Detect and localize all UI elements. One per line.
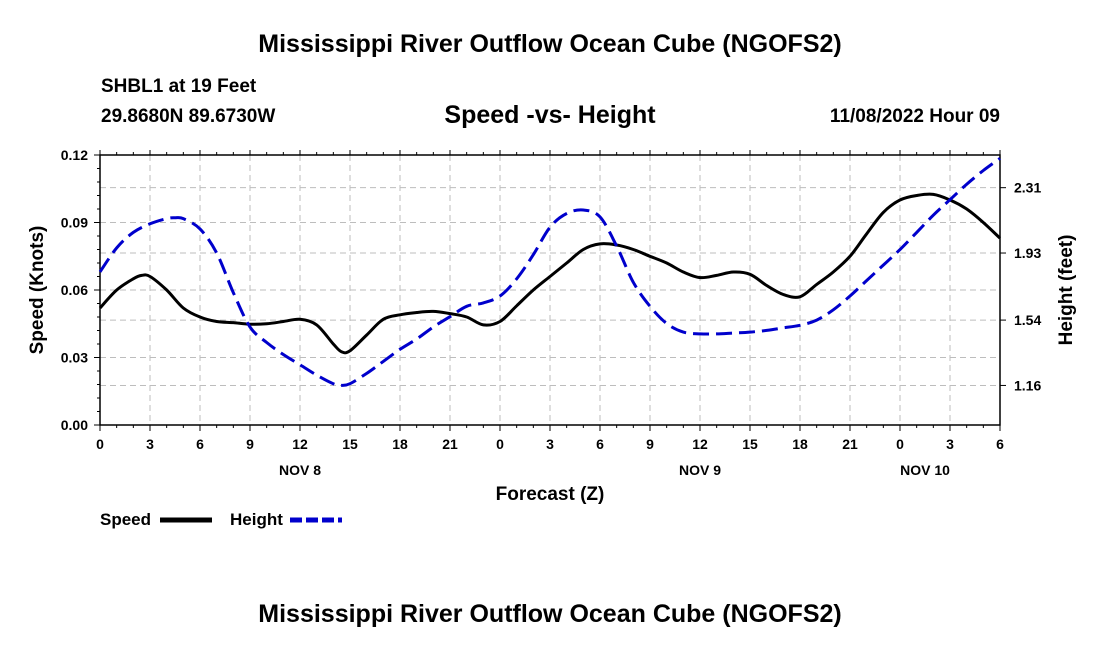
date-label: NOV 10 bbox=[900, 462, 950, 478]
x-tick-label: 12 bbox=[692, 436, 708, 452]
y2-tick-label: 1.93 bbox=[1014, 245, 1041, 261]
x-tick-label: 6 bbox=[196, 436, 204, 452]
date-label: NOV 8 bbox=[279, 462, 321, 478]
x-tick-label: 18 bbox=[392, 436, 408, 452]
y-tick-label: 0.03 bbox=[61, 350, 88, 366]
y2-tick-label: 1.16 bbox=[1014, 377, 1041, 393]
legend: Speed Height bbox=[100, 510, 342, 529]
x-tick-label: 0 bbox=[496, 436, 504, 452]
y-tick-label: 0.12 bbox=[61, 147, 88, 163]
x-tick-label: 0 bbox=[96, 436, 104, 452]
series-line-height bbox=[98, 157, 1001, 387]
legend-label-height: Height bbox=[230, 510, 283, 529]
x-tick-label: 3 bbox=[146, 436, 154, 452]
x-tick-label: 6 bbox=[596, 436, 604, 452]
x-tick-label: 6 bbox=[996, 436, 1004, 452]
x-tick-label: 9 bbox=[646, 436, 654, 452]
y-tick-label: 0.06 bbox=[61, 282, 88, 298]
station-label: SHBL1 at 19 Feet bbox=[101, 76, 257, 97]
x-tick-label: 3 bbox=[546, 436, 554, 452]
station-coordinates: 29.8680N 89.6730W bbox=[101, 106, 276, 127]
chart-title-repeat: Mississippi River Outflow Ocean Cube (NG… bbox=[258, 600, 842, 628]
x-tick-label: 3 bbox=[946, 436, 954, 452]
y-tick-label: 0.00 bbox=[61, 417, 88, 433]
x-tick-label: 21 bbox=[442, 436, 458, 452]
y-tick-label: 0.09 bbox=[61, 215, 88, 231]
date-label: NOV 9 bbox=[679, 462, 721, 478]
y2-tick-label: 2.31 bbox=[1014, 180, 1041, 196]
x-tick-label: 9 bbox=[246, 436, 254, 452]
legend-label-speed: Speed bbox=[100, 510, 151, 529]
chart-title: Mississippi River Outflow Ocean Cube (NG… bbox=[258, 30, 842, 58]
x-tick-label: 15 bbox=[742, 436, 758, 452]
x-axis-label: Forecast (Z) bbox=[496, 484, 605, 505]
x-tick-label: 18 bbox=[792, 436, 808, 452]
y2-tick-label: 1.54 bbox=[1014, 312, 1041, 328]
series-line-speed bbox=[98, 192, 1002, 355]
x-tick-label: 15 bbox=[342, 436, 358, 452]
x-tick-label: 21 bbox=[842, 436, 858, 452]
x-tick-label: 0 bbox=[896, 436, 904, 452]
x-tick-label: 12 bbox=[292, 436, 308, 452]
y2-axis-label: Height (feet) bbox=[1056, 235, 1077, 346]
y-axis-label: Speed (Knots) bbox=[27, 226, 48, 355]
forecast-date: 11/08/2022 Hour 09 bbox=[829, 106, 1000, 127]
chart-subtitle: Speed -vs- Height bbox=[444, 101, 656, 129]
